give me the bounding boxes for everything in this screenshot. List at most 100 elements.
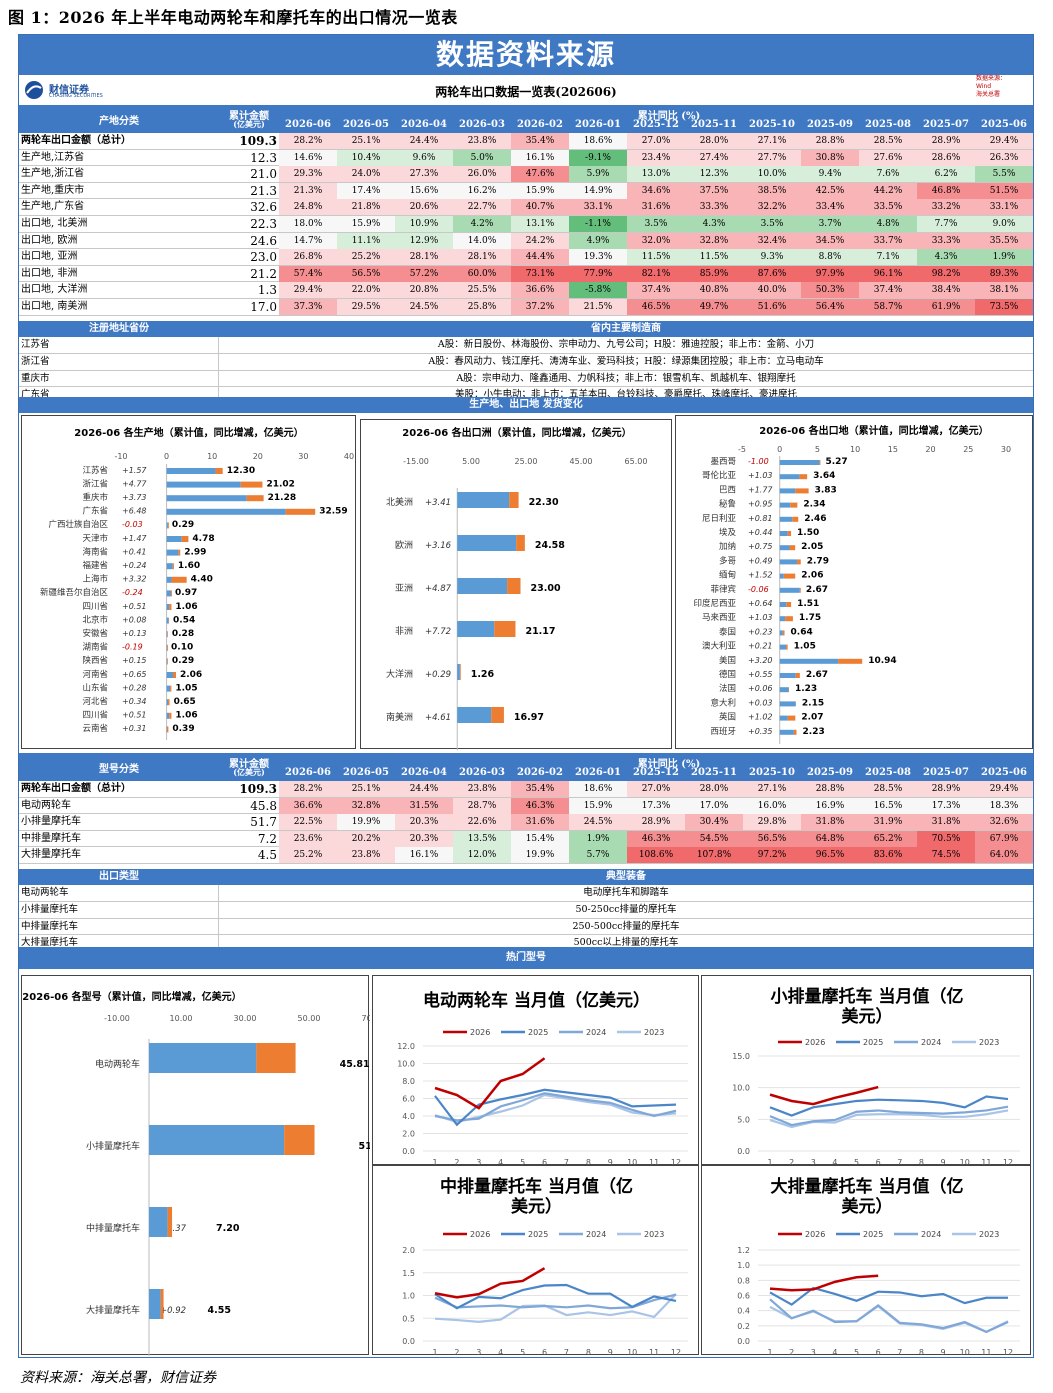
yoy-cell: 12.3% (685, 166, 743, 183)
yoy-cell: 24.5% (569, 814, 627, 831)
header-unit: (亿美元) (233, 119, 265, 129)
row-value: 21.2 (250, 266, 277, 281)
yoy-cell: 12.0% (453, 847, 511, 864)
category-label: 非洲 (395, 625, 413, 637)
bar-delta (285, 508, 316, 515)
total-label: 45.81 (340, 1059, 370, 1070)
x-tick: 10 (627, 1348, 637, 1356)
type-bar-chart: 2026-06 各型号（累计值，同比增减，亿美元） -10.00 10.00 30.0… (22, 990, 389, 1371)
row-label: 出口地, 大洋洲 (21, 284, 88, 296)
x-tick: 3 (476, 1158, 481, 1166)
delta-label: +0.29 (425, 670, 451, 680)
table-row: 生产地,重庆市 21.3 21.3% 17.4% 15.6% 16.2% 15.9% 14.9… (19, 182, 1033, 200)
yoy-cell: 16.2% (453, 182, 511, 199)
column-header: 2026-06 (285, 767, 331, 778)
small-moto-line-chart: 小排量摩托车 当月值（亿美元）0.05.010.015.01 2 3 4 5 6 7 8 9 10… (732, 986, 1020, 1167)
column-header: 2026-05 (343, 767, 389, 778)
row-detail: A股：宗申动力、隆鑫通用、力帆科技；非上市：银雪机车、凯越机车、银翔摩托 (456, 372, 796, 384)
yoy-cell: 31.9% (859, 814, 917, 831)
yoy-cell: 33.2% (917, 199, 975, 216)
axis-tick: 5 (815, 445, 820, 454)
delta-label: +7.72 (425, 627, 451, 637)
axis-tick: -10 (114, 452, 127, 461)
bar-delta (166, 726, 169, 733)
total-label: 1.51 (797, 599, 819, 609)
bar-delta (240, 481, 263, 488)
yoy-cell: 22.7% (453, 199, 511, 216)
mid-moto-line-chart: 中排量摩托车 当月值（亿美元）0.00.51.01.52.01 2 3 4 5 6 7 8 9 1… (402, 1176, 688, 1357)
category-label: 法国 (719, 683, 736, 694)
legend-label: 2026 (470, 1230, 490, 1239)
yoy-cell: 28.9% (917, 781, 975, 797)
row-label: 生产地,重庆市 (21, 184, 85, 196)
yoy-cell: 24.0% (337, 166, 395, 183)
yoy-cell: 19.3% (569, 249, 627, 266)
x-tick: 3 (811, 1348, 816, 1356)
delta-label: +0.03 (748, 698, 773, 707)
category-label: 亚洲 (395, 583, 413, 594)
bar-base (166, 658, 168, 665)
table-row: 两轮车出口金额（总计） 109.3 28.2% 25.1% 24.4% 23.8% 35.4… (19, 133, 1033, 150)
axis-tick: 20 (925, 445, 935, 454)
delta-label: -1.00 (748, 457, 769, 466)
header-value: 累计金额 (229, 111, 269, 122)
y-tick: 8.0 (402, 1077, 415, 1086)
table-row: 出口地, 南美洲 17.0 37.3% 29.5% 24.5% 25.8% 37.2% 21.… (19, 299, 1033, 316)
yoy-cell: 40.0% (743, 282, 801, 299)
yoy-cell: 77.9% (569, 265, 627, 282)
header-category: 型号分类 (99, 764, 139, 775)
x-tick: 10 (627, 1158, 637, 1166)
delta-label: +0.75 (748, 542, 773, 551)
category-label: 马来西亚 (702, 613, 737, 623)
category-label: 北美洲 (386, 496, 413, 508)
legend-label: 2023 (979, 1038, 999, 1047)
yoy-cell: 38.1% (975, 282, 1033, 299)
chart-title: 2026-06 各型号（累计值，同比增减，亿美元） (22, 990, 241, 1003)
axis-tick: 25 (963, 445, 973, 454)
bar-delta (795, 488, 809, 494)
yoy-cell: 13.0% (627, 166, 685, 183)
large-moto-line-chart-panel: 大排量摩托车 当月值（亿 美元） 0.0 0.2 0.4 0.6 0.8 1.0 1.2 1 2 3 4… (701, 1165, 1031, 1357)
yoy-cell: 34.6% (627, 182, 685, 199)
y-tick: 4.0 (402, 1112, 415, 1121)
yoy-cell: 7.7% (917, 216, 975, 232)
series-line-2024 (769, 1105, 1009, 1127)
yoy-cell: 17.0% (685, 797, 743, 814)
column-header: 2026-06 (285, 119, 331, 130)
row-detail: A股：春风动力、钱江摩托、涛涛车业、爱玛科技；H股：绿源集团控股；非上市：立马电… (428, 355, 824, 367)
yoy-cell: 70.5% (917, 830, 975, 847)
delta-label: +0.81 (748, 514, 773, 523)
table-row: 出口地, 大洋洲 1.3 29.4% 22.0% 20.8% 25.5% 36.6% -5.8… (19, 282, 1033, 299)
yoy-cell: 27.7% (743, 149, 801, 166)
yoy-cell: 107.8% (685, 847, 743, 864)
series-line-2023 (434, 1093, 677, 1124)
category-label: 陕西省 (82, 655, 108, 666)
column-header: 2025-06 (981, 767, 1027, 778)
delta-label: +0.13 (122, 629, 147, 638)
x-tick: 11 (981, 1158, 991, 1166)
total-label: 2.05 (801, 542, 823, 552)
yoy-cell: 35.4% (511, 133, 569, 149)
bar-delta (793, 729, 797, 735)
row-value: 23.0 (250, 250, 277, 265)
bar-delta (782, 630, 785, 636)
yoy-cell: 36.6% (279, 797, 337, 814)
total-label: 1.50 (797, 528, 819, 538)
row-label: 生产地,广东省 (21, 201, 85, 213)
total-label: 2.67 (806, 585, 828, 595)
yoy-cell: 29.5% (337, 299, 395, 315)
yoy-cell: 73.5% (975, 299, 1033, 315)
axis-tick: -10.00 (104, 1014, 130, 1023)
category-label: 海南省 (82, 546, 108, 557)
yoy-cell: 83.6% (859, 847, 917, 864)
yoy-cell: 15.9% (511, 182, 569, 199)
delta-label: +0.51 (122, 711, 147, 720)
x-tick: 4 (498, 1158, 503, 1166)
table-header: 出口类型 典型装备 (19, 869, 1033, 885)
bar-base (166, 617, 169, 624)
table-row: 生产地,浙江省 21.0 29.3% 24.0% 27.3% 26.0% 47.6% 5.9%… (19, 166, 1033, 183)
row-detail: 500cc以上排量的摩托车 (573, 937, 679, 949)
delta-label: +1.47 (122, 534, 147, 543)
x-tick: 11 (649, 1158, 659, 1166)
axis-tick: 0 (164, 452, 169, 461)
